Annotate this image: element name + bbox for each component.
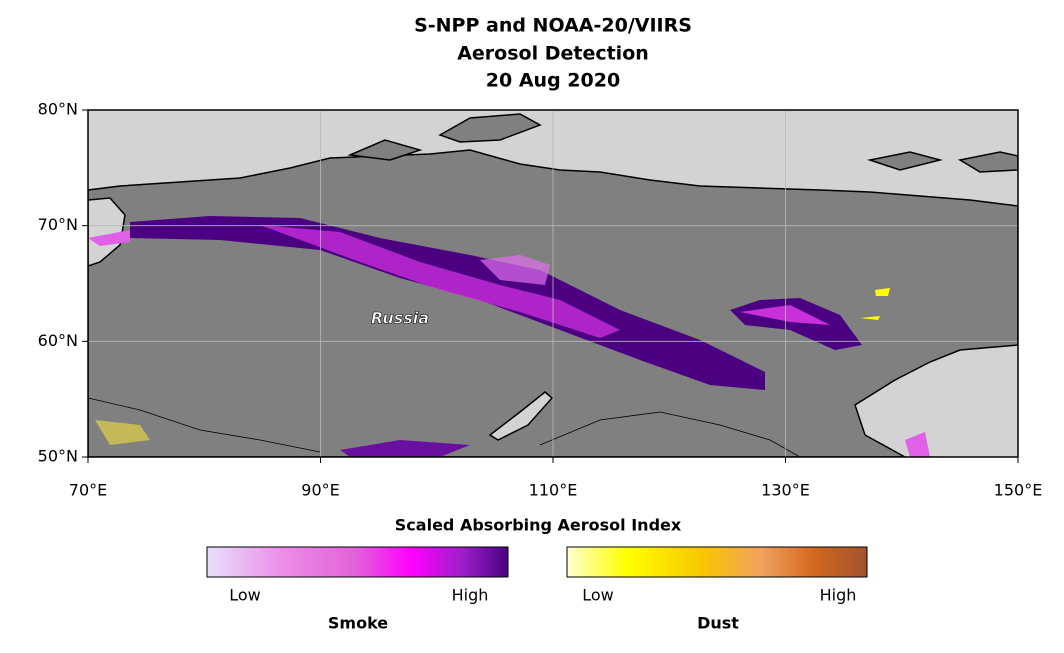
smoke-plume [740,305,830,325]
smoke-plume [480,255,550,285]
smoke-colorbar [206,546,509,578]
x-tick-label: 70°E [69,481,107,500]
border [88,397,801,457]
dust-patch [860,288,890,320]
island [347,139,423,161]
map-layers: Russia [88,110,1018,457]
dust-colorbar [566,546,868,578]
colorbar-high: High [452,586,489,605]
y-tick-label: 60°N [38,331,78,350]
smoke-plume [905,432,930,457]
colorbar-title: Scaled Absorbing Aerosol Index [395,516,682,535]
x-tick-label: 130°E [761,481,810,500]
y-tick-label: 70°N [38,215,78,234]
colorbar-name: Dust [697,614,739,633]
island [438,113,542,143]
y-tick-label: 50°N [38,447,78,466]
y-tick-label: 80°N [38,100,78,119]
title-line: S-NPP and NOAA-20/VIIRS [414,15,692,37]
kara-sea [88,197,126,267]
x-tick-label: 110°E [529,481,578,500]
title-line: Aerosol Detection [457,43,649,65]
smoke-plume [88,230,130,246]
island [867,151,943,171]
lake [488,391,554,441]
dust-patch [95,420,150,445]
axis-ticks: 70°E 90°E 110°E 130°E 150°E 50°N 60°N 70°N 80°N [38,100,1043,500]
colorbar-low: Low [582,586,614,605]
grid [88,110,1018,457]
island [957,151,1018,173]
colorbar-low: Low [229,586,261,605]
colorbar-high: High [820,586,857,605]
x-tick-label: 90°E [301,481,339,500]
title-line: 20 Aug 2020 [486,70,620,92]
colorbar-name: Smoke [328,614,388,633]
smoke-plume [340,440,470,457]
place-label: Russia [371,309,429,328]
x-tick-label: 150°E [994,481,1043,500]
smoke-plume [260,225,620,338]
smoke-plume [130,216,765,390]
